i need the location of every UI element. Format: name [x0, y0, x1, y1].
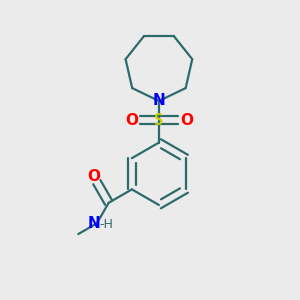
Text: N: N [152, 94, 165, 109]
Text: S: S [154, 113, 164, 128]
Text: O: O [125, 113, 138, 128]
Text: O: O [180, 113, 193, 128]
Text: N: N [88, 216, 101, 231]
Text: O: O [87, 169, 100, 184]
Text: -H: -H [99, 218, 113, 231]
